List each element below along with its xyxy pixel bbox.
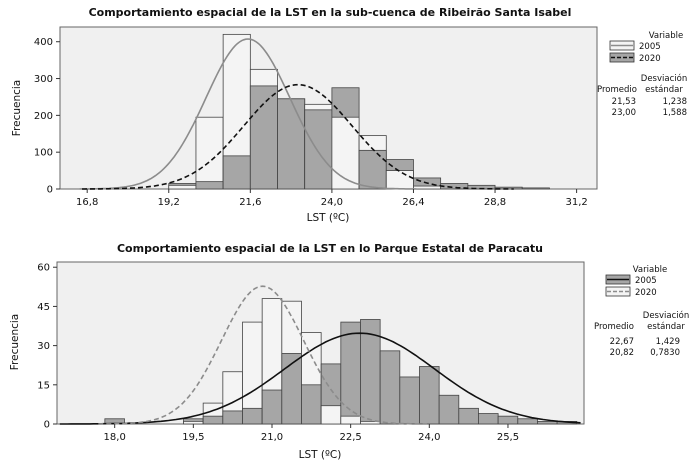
- histogram-bar-2005: [202, 415, 224, 425]
- histogram-bar-2020: [183, 420, 204, 425]
- x-tick-label: 21,6: [239, 197, 261, 208]
- histogram-bar-2020: [195, 181, 224, 190]
- x-tick-label: 21,0: [261, 432, 283, 443]
- y-tick-label: 30: [37, 341, 50, 352]
- histogram-bar-2005: [537, 420, 558, 425]
- x-tick-label: 28,8: [484, 197, 506, 208]
- legend-sd-header-a: Desviación: [641, 73, 687, 84]
- legend-entry-2020: 2020: [639, 54, 661, 64]
- legend-entry-2005-b: 2005: [635, 276, 657, 286]
- histogram-bar-2005: [385, 170, 414, 190]
- legend-2: Variable 2005 2020 Desviación Promedio e…: [594, 265, 689, 358]
- x-tick-label: 19,5: [182, 432, 204, 443]
- x-tick-label: 25,5: [497, 432, 519, 443]
- y-axis-label-1: Frecuencia: [11, 80, 23, 137]
- histogram-bar-2020: [222, 155, 251, 190]
- histogram-bar-2005: [497, 415, 519, 425]
- histogram-bar-2005: [419, 366, 440, 425]
- chart-title-1: Comportamiento espacial de la LST en la …: [89, 6, 572, 19]
- legend-swatch-2020: [609, 52, 635, 63]
- histogram-bar-2005: [242, 407, 263, 425]
- x-tick-label: 24,0: [321, 197, 343, 208]
- normal-fit-curve-2005: [79, 38, 417, 190]
- legend-mean-2020: 23,00: [612, 108, 636, 118]
- histogram-bar-2020: [340, 415, 361, 425]
- chart-panel-2: Comportamiento espacial de la LST en lo …: [9, 242, 689, 461]
- histogram-bar-2020: [304, 109, 333, 190]
- legend-swatch-2020-b: [605, 286, 631, 297]
- legend-sd-2005-b: 1,429: [656, 337, 680, 347]
- legend-entry-2020-b: 2020: [635, 288, 657, 298]
- histogram-bar-2005: [517, 418, 538, 425]
- x-tick-label: 24,0: [418, 432, 440, 443]
- legend-1: Variable 2005 2020 Desviación Promedio e…: [597, 31, 687, 118]
- y-tick-label: 200: [34, 111, 53, 122]
- histogram-bar-2005: [301, 384, 322, 425]
- histogram-bar-2005: [413, 185, 442, 190]
- histogram-bar-2005: [458, 407, 479, 425]
- legend-sd-header-a-2: Desviación: [643, 310, 689, 321]
- y-tick-label: 15: [37, 380, 50, 391]
- histogram-bar-2005: [478, 413, 499, 425]
- legend-sd-header-b-2: estándar: [647, 322, 685, 332]
- histogram-bar-2005: [379, 350, 401, 425]
- x-axis-label-2: LST (ºC): [299, 449, 342, 461]
- y-ticks-2: 0 15 30 45 60: [37, 263, 57, 431]
- y-ticks-1: 0 100 200 300 400: [34, 37, 60, 196]
- histogram-bar-2020: [320, 405, 342, 425]
- y-tick-label: 60: [37, 263, 50, 274]
- x-tick-label: 31,2: [565, 197, 587, 208]
- legend-sd-header-b: estándar: [645, 85, 683, 95]
- bars-2: [104, 298, 578, 425]
- histogram-bar-2005: [261, 389, 283, 425]
- histogram-bar-2005: [438, 394, 460, 425]
- legend-title-2: Variable: [633, 265, 667, 275]
- legend-mean-2005: 21,53: [612, 97, 636, 107]
- histogram-bar-2005: [340, 321, 361, 425]
- legend-mean-2005-b: 22,67: [610, 337, 634, 347]
- bars-1: [168, 33, 550, 190]
- chart-title-2: Comportamiento espacial de la LST en lo …: [117, 242, 543, 255]
- x-axis-label-1: LST (ºC): [307, 212, 350, 224]
- x-ticks-1: 16,8 19,2 21,6 24,0 26,4 28,8 31,2: [76, 189, 588, 208]
- legend-title-1: Variable: [649, 31, 683, 41]
- x-tick-label: 18,0: [104, 432, 126, 443]
- fit-curves-1: [79, 38, 514, 190]
- legend-sd-2005: 1,238: [663, 97, 687, 107]
- x-tick-label: 16,8: [76, 197, 98, 208]
- normal-fit-curve-2005: [59, 332, 581, 425]
- histogram-bar-2020: [521, 187, 550, 190]
- y-tick-label: 100: [34, 148, 53, 159]
- histogram-bar-2005: [399, 376, 420, 425]
- normal-fit-curve-2020: [98, 285, 427, 425]
- y-tick-label: 45: [37, 302, 50, 313]
- x-tick-label: 22,5: [340, 432, 362, 443]
- legend-sd-2020-b: 0,7830: [650, 348, 680, 358]
- histogram-bar-2005: [168, 184, 197, 190]
- y-axis-label-2: Frecuencia: [9, 314, 21, 371]
- y-tick-label: 0: [44, 420, 50, 431]
- histogram-bar-2020: [249, 85, 278, 190]
- y-tick-label: 0: [47, 185, 53, 196]
- x-ticks-2: 18,0 19,5 21,0 22,5 24,0 25,5: [104, 424, 519, 443]
- fit-curves-2: [59, 285, 581, 425]
- legend-mean-header: Promedio: [597, 85, 637, 95]
- chart-panel-1: Comportamiento espacial de la LST en la …: [11, 6, 687, 224]
- x-tick-label: 19,2: [158, 197, 180, 208]
- y-tick-label: 300: [34, 74, 53, 85]
- histogram-bar-2020: [358, 149, 387, 190]
- legend-sd-2020: 1,588: [663, 108, 687, 118]
- normal-fit-curve-2020: [82, 83, 514, 190]
- legend-mean-header-2: Promedio: [594, 322, 634, 332]
- histogram-bar-2005: [222, 410, 243, 425]
- legend-entry-2005: 2005: [639, 42, 661, 52]
- histogram-bar-2020: [277, 98, 306, 190]
- y-tick-label: 400: [34, 37, 53, 48]
- legend-mean-2020-b: 20,82: [610, 348, 634, 358]
- x-tick-label: 26,4: [402, 197, 424, 208]
